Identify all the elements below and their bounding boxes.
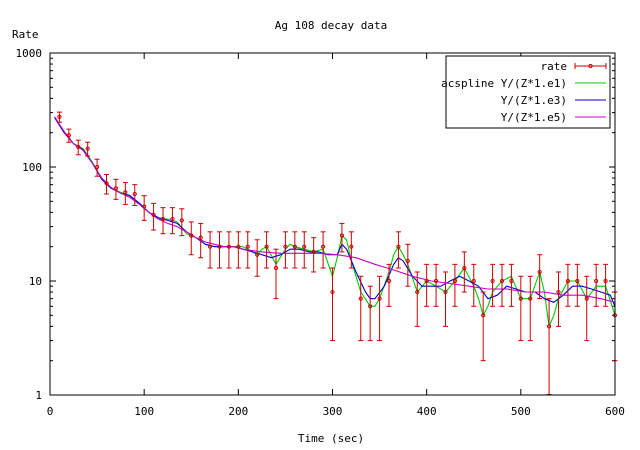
data-point bbox=[349, 244, 354, 249]
data-point bbox=[330, 289, 335, 295]
data-point bbox=[584, 296, 589, 301]
data-point bbox=[433, 278, 439, 284]
data-point bbox=[490, 278, 495, 284]
legend-label: rate bbox=[541, 60, 568, 73]
x-tick-label: 0 bbox=[47, 405, 54, 418]
data-point bbox=[471, 278, 476, 284]
data-point bbox=[104, 181, 109, 186]
data-point bbox=[594, 278, 599, 284]
data-point bbox=[245, 244, 250, 249]
legend-items: rate acspline Y/(Z*1.e1) Y/(Z*1.e3) Y/(Z*1.… bbox=[441, 60, 607, 124]
x-axis-label: Time (sec) bbox=[298, 432, 364, 445]
data-point bbox=[226, 244, 232, 249]
data-point bbox=[283, 244, 288, 249]
data-point bbox=[499, 278, 505, 284]
points-layer bbox=[56, 111, 618, 396]
data-point bbox=[462, 265, 467, 271]
data-point bbox=[217, 244, 222, 249]
data-point bbox=[198, 235, 203, 240]
data-point bbox=[424, 278, 429, 284]
data-point bbox=[603, 278, 608, 284]
y-tick-label: 10 bbox=[29, 275, 42, 288]
y-tick-label: 1 bbox=[35, 389, 42, 402]
data-point bbox=[396, 244, 401, 249]
data-point bbox=[565, 278, 571, 284]
x-tick-label: 200 bbox=[228, 405, 248, 418]
data-point bbox=[358, 296, 363, 301]
data-point bbox=[443, 289, 448, 295]
data-point bbox=[415, 289, 420, 295]
chart-title: Ag 108 decay data bbox=[275, 19, 388, 32]
data-point bbox=[142, 204, 147, 209]
data-point bbox=[528, 296, 533, 301]
data-point bbox=[236, 244, 241, 249]
data-point bbox=[377, 296, 382, 301]
data-point bbox=[537, 269, 542, 275]
legend-swatch-point bbox=[588, 63, 593, 69]
data-point bbox=[311, 249, 316, 254]
y-axis-label: Rate bbox=[12, 28, 39, 41]
data-point bbox=[339, 233, 345, 238]
data-point bbox=[170, 216, 175, 222]
data-point bbox=[481, 313, 486, 318]
data-point bbox=[57, 114, 62, 120]
data-point bbox=[575, 278, 580, 284]
data-point bbox=[302, 244, 307, 249]
data-point bbox=[85, 146, 90, 151]
legend-label: Y/(Z*1.e3) bbox=[501, 94, 567, 107]
data-point bbox=[160, 216, 166, 222]
data-point bbox=[207, 244, 213, 249]
legend-label: Y/(Z*1.e5) bbox=[501, 111, 567, 124]
data-point bbox=[151, 212, 156, 218]
data-point bbox=[452, 278, 458, 284]
legend-box bbox=[445, 55, 611, 129]
axis-layer: 0 100 200 300 400 500 600 1 10 100 1000 bbox=[16, 47, 625, 418]
x-tick-label: 400 bbox=[417, 405, 437, 418]
y-tick-label: 1000 bbox=[16, 47, 43, 60]
data-point bbox=[264, 244, 269, 249]
plot-frame bbox=[49, 52, 616, 396]
data-point bbox=[255, 252, 260, 257]
data-point bbox=[518, 296, 523, 301]
legend: rate acspline Y/(Z*1.e1) Y/(Z*1.e3) Y/(Z*1.… bbox=[441, 55, 611, 129]
data-point bbox=[546, 324, 552, 329]
data-point bbox=[113, 186, 119, 191]
data-point bbox=[179, 218, 184, 223]
data-point bbox=[368, 304, 373, 309]
x-tick-label: 300 bbox=[323, 405, 343, 418]
legend-label: acspline Y/(Z*1.e1) bbox=[441, 77, 567, 90]
data-point bbox=[76, 144, 81, 150]
series-line bbox=[54, 116, 616, 303]
data-point bbox=[386, 278, 392, 284]
data-point bbox=[66, 133, 71, 138]
x-tick-label: 100 bbox=[134, 405, 154, 418]
data-point bbox=[292, 244, 297, 249]
data-point bbox=[132, 191, 137, 197]
y-tick-label: 100 bbox=[22, 161, 42, 174]
data-point bbox=[405, 258, 410, 264]
x-tick-label: 500 bbox=[511, 405, 531, 418]
data-point bbox=[273, 265, 279, 271]
data-point bbox=[94, 164, 100, 170]
data-point bbox=[556, 289, 561, 295]
data-point bbox=[189, 233, 194, 238]
x-tick-label: 600 bbox=[605, 405, 625, 418]
data-point bbox=[509, 278, 514, 284]
data-point bbox=[123, 190, 128, 195]
data-point bbox=[320, 244, 326, 249]
